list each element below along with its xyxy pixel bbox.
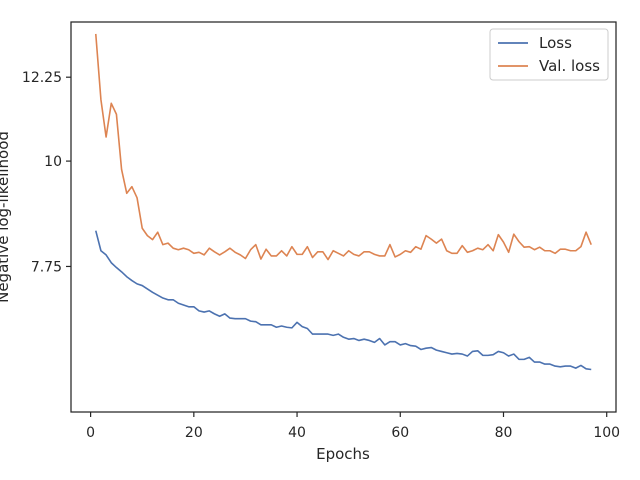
legend-box bbox=[489, 28, 609, 81]
series-line-loss bbox=[94, 230, 592, 371]
plot-background bbox=[71, 22, 616, 412]
y-tick-label: 10 bbox=[44, 154, 62, 170]
y-tick-label: 7.75 bbox=[31, 259, 62, 275]
y-tick-label: 12.25 bbox=[22, 70, 62, 86]
x-tick-label: 100 bbox=[593, 425, 620, 441]
plot-frame bbox=[70, 21, 617, 413]
x-tick-label: 20 bbox=[185, 425, 203, 441]
x-tick-label: 60 bbox=[391, 425, 409, 441]
y-axis: 7.75 10 12.25 bbox=[22, 70, 71, 275]
x-axis: 0 20 40 60 80 100 bbox=[86, 412, 620, 441]
legend-label-val-loss: Val. loss bbox=[539, 57, 600, 75]
y-axis-label: Negative log-likelihood bbox=[0, 131, 12, 303]
series-line-val-loss bbox=[94, 33, 592, 261]
x-axis-label: Epochs bbox=[316, 445, 370, 463]
x-tick-label: 40 bbox=[288, 425, 306, 441]
x-tick-label: 0 bbox=[86, 425, 95, 441]
legend-label-loss: Loss bbox=[539, 34, 572, 52]
x-tick-label: 80 bbox=[495, 425, 513, 441]
legend: Loss Val. loss bbox=[489, 28, 609, 81]
series-layer bbox=[94, 33, 592, 371]
